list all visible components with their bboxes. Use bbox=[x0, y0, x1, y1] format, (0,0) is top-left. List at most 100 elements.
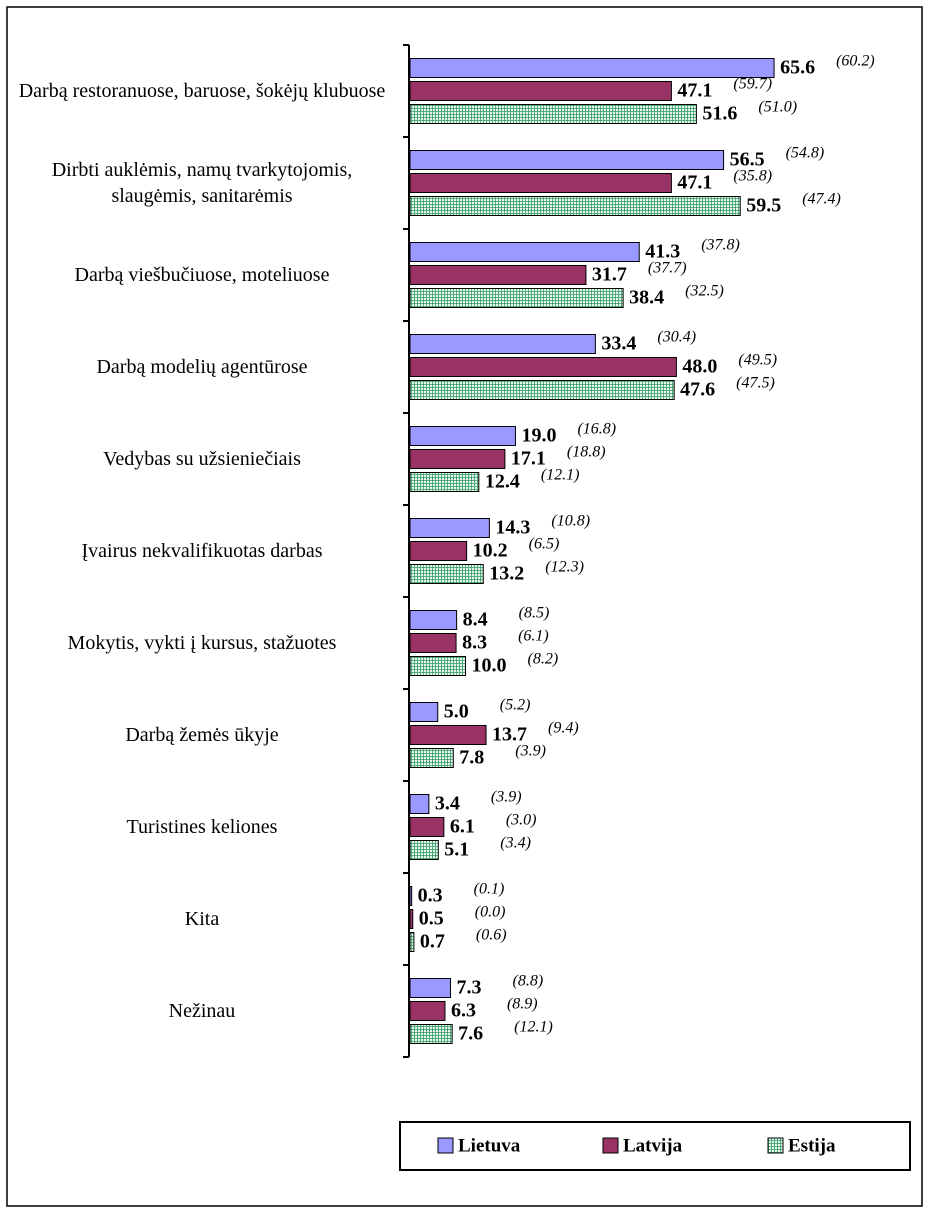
bar bbox=[409, 702, 439, 722]
category-label: Dirbti auklėmis, namų tvarkytojomis, sla… bbox=[51, 159, 353, 207]
value-label: 47.1 bbox=[677, 172, 712, 194]
note-label: (8.2) bbox=[528, 651, 559, 668]
note-label: (0.1) bbox=[474, 881, 505, 898]
bar bbox=[409, 150, 725, 170]
note-label: (10.8) bbox=[551, 513, 590, 530]
value-label: 13.2 bbox=[489, 563, 524, 585]
note-label: (59.7) bbox=[733, 76, 772, 93]
value-label: 5.0 bbox=[444, 701, 469, 723]
value-label: 7.3 bbox=[457, 977, 482, 999]
value-label: 65.6 bbox=[780, 57, 815, 79]
value-label: 33.4 bbox=[601, 333, 636, 355]
note-label: (8.8) bbox=[513, 973, 544, 990]
note-label: (12.1) bbox=[514, 1019, 553, 1036]
value-label: 19.0 bbox=[521, 425, 556, 447]
bar bbox=[409, 748, 454, 768]
value-label: 7.6 bbox=[458, 1023, 483, 1045]
note-label: (5.2) bbox=[500, 697, 531, 714]
bar bbox=[409, 265, 587, 285]
value-label: 31.7 bbox=[592, 264, 627, 286]
bar bbox=[409, 1024, 453, 1044]
note-label: (37.7) bbox=[648, 260, 687, 277]
value-label: 0.7 bbox=[420, 931, 445, 953]
bar bbox=[409, 357, 677, 377]
bar bbox=[409, 564, 484, 584]
legend-swatch bbox=[437, 1137, 454, 1154]
bar bbox=[409, 656, 466, 676]
category-label: Įvairus nekvalifikuotas darbas bbox=[81, 540, 323, 562]
bar bbox=[409, 840, 439, 860]
bar bbox=[409, 58, 775, 78]
note-label: (3.9) bbox=[491, 789, 522, 806]
bar bbox=[409, 81, 672, 101]
note-label: (12.3) bbox=[545, 559, 584, 576]
note-label: (3.9) bbox=[515, 743, 546, 760]
note-label: (3.0) bbox=[506, 812, 537, 829]
value-label: 12.4 bbox=[485, 471, 520, 493]
note-label: (3.4) bbox=[500, 835, 531, 852]
note-label: (8.5) bbox=[519, 605, 550, 622]
value-label: 10.2 bbox=[473, 540, 508, 562]
note-label: (49.5) bbox=[738, 352, 777, 369]
value-label: 10.0 bbox=[472, 655, 507, 677]
note-label: (47.4) bbox=[802, 191, 841, 208]
note-label: (6.5) bbox=[529, 536, 560, 553]
bar bbox=[409, 932, 415, 952]
legend-swatch bbox=[602, 1137, 619, 1154]
value-label: 8.4 bbox=[463, 609, 488, 631]
note-label: (6.1) bbox=[518, 628, 549, 645]
bar bbox=[409, 909, 414, 929]
note-label: (30.4) bbox=[657, 329, 696, 346]
bar bbox=[409, 886, 413, 906]
note-label: (9.4) bbox=[548, 720, 579, 737]
category-label: Kita bbox=[184, 908, 220, 930]
bar bbox=[409, 196, 741, 216]
bar bbox=[409, 449, 506, 469]
note-label: (8.9) bbox=[507, 996, 538, 1013]
value-label: 0.3 bbox=[418, 885, 443, 907]
note-label: (35.8) bbox=[733, 168, 772, 185]
value-label: 38.4 bbox=[629, 287, 664, 309]
note-label: (37.8) bbox=[701, 237, 740, 254]
value-label: 3.4 bbox=[435, 793, 460, 815]
bar bbox=[409, 541, 468, 561]
bar bbox=[409, 334, 596, 354]
category-label: Darbą žemės ūkyje bbox=[125, 724, 279, 746]
value-label: 41.3 bbox=[645, 241, 680, 263]
note-label: (16.8) bbox=[577, 421, 616, 438]
bar bbox=[409, 518, 490, 538]
note-label: (0.6) bbox=[476, 927, 507, 944]
legend-label: Estija bbox=[788, 1135, 836, 1156]
frame bbox=[6, 6, 923, 1207]
category-label: Darbą viešbučiuose, moteliuose bbox=[74, 264, 330, 286]
value-label: 56.5 bbox=[730, 149, 765, 171]
value-label: 47.1 bbox=[677, 80, 712, 102]
note-label: (0.0) bbox=[475, 904, 506, 921]
value-label: 59.5 bbox=[746, 195, 781, 217]
value-label: 47.6 bbox=[680, 379, 715, 401]
bar bbox=[409, 242, 640, 262]
bar bbox=[409, 978, 452, 998]
value-label: 7.8 bbox=[459, 747, 484, 769]
value-label: 6.3 bbox=[451, 1000, 476, 1022]
bar bbox=[409, 633, 457, 653]
value-label: 13.7 bbox=[492, 724, 527, 746]
value-label: 0.5 bbox=[419, 908, 444, 930]
bar bbox=[409, 380, 675, 400]
value-label: 17.1 bbox=[511, 448, 546, 470]
bar bbox=[409, 725, 487, 745]
category-label: Nežinau bbox=[168, 1000, 236, 1022]
category-label: Darbą modelių agentūrose bbox=[96, 356, 308, 378]
bar bbox=[409, 817, 445, 837]
bar bbox=[409, 472, 480, 492]
legend-box bbox=[399, 1121, 911, 1171]
bar bbox=[409, 173, 672, 193]
legend-label: Latvija bbox=[623, 1135, 683, 1156]
category-label: Turistines keliones bbox=[126, 816, 278, 838]
value-label: 48.0 bbox=[682, 356, 717, 378]
note-label: (54.8) bbox=[786, 145, 825, 162]
bar bbox=[409, 610, 458, 630]
bar bbox=[409, 288, 624, 308]
